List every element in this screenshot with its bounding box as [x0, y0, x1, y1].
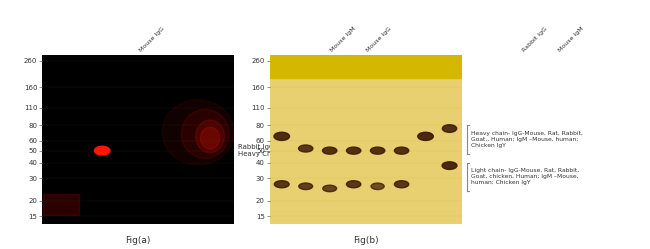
Ellipse shape: [322, 147, 337, 154]
Bar: [44, 194, 79, 214]
Ellipse shape: [274, 132, 289, 140]
Text: Rabbit IgG
Heavy Chain: Rabbit IgG Heavy Chain: [238, 144, 282, 157]
Ellipse shape: [346, 147, 361, 154]
Text: Mouse IgG: Mouse IgG: [138, 26, 165, 53]
Ellipse shape: [181, 109, 229, 158]
Ellipse shape: [298, 145, 313, 152]
Bar: [270, 55, 462, 78]
Ellipse shape: [395, 147, 409, 154]
Ellipse shape: [418, 132, 434, 140]
Ellipse shape: [371, 183, 384, 189]
Ellipse shape: [322, 185, 337, 192]
Ellipse shape: [346, 181, 361, 188]
Ellipse shape: [442, 125, 457, 132]
Text: Light chain- IgG-Mouse, Rat, Rabbit,
Goat, chicken, Human; IgM –Mouse,
human; Ch: Light chain- IgG-Mouse, Rat, Rabbit, Goa…: [471, 168, 578, 185]
Text: Heavy chain- IgG-Mouse, Rat, Rabbit,
Goat,, Human; IgM –Mouse, human;
Chicken Ig: Heavy chain- IgG-Mouse, Rat, Rabbit, Goa…: [471, 131, 582, 148]
Text: Mouse IgG: Mouse IgG: [365, 26, 393, 53]
Ellipse shape: [370, 147, 385, 154]
Ellipse shape: [200, 127, 220, 149]
Ellipse shape: [94, 146, 110, 155]
Text: Mouse IgM: Mouse IgM: [330, 26, 358, 53]
Ellipse shape: [162, 100, 234, 165]
Text: Rabbit IgG: Rabbit IgG: [521, 26, 549, 53]
Ellipse shape: [395, 181, 409, 188]
Ellipse shape: [442, 162, 457, 169]
Ellipse shape: [299, 183, 313, 189]
Text: Mouse IgM: Mouse IgM: [558, 26, 585, 53]
Text: Fig(b): Fig(b): [353, 236, 378, 245]
Text: Fig(a): Fig(a): [125, 236, 151, 245]
Ellipse shape: [274, 181, 289, 188]
Ellipse shape: [196, 120, 224, 153]
